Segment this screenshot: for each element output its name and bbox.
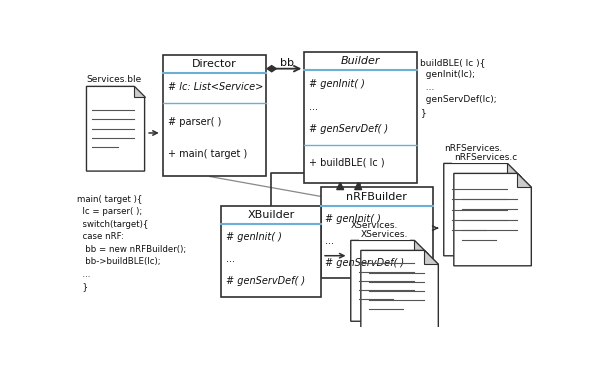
Polygon shape <box>508 163 522 177</box>
Text: # genServDef( ): # genServDef( ) <box>325 258 404 268</box>
Text: + main( target ): + main( target ) <box>168 149 247 159</box>
Bar <box>304 52 417 183</box>
Text: # genServDef( ): # genServDef( ) <box>309 124 388 134</box>
Text: Builder: Builder <box>341 56 380 66</box>
Text: ...: ... <box>325 236 334 246</box>
Text: Services.ble: Services.ble <box>87 75 142 84</box>
Text: XServices.: XServices. <box>351 221 398 230</box>
Polygon shape <box>424 250 439 264</box>
Bar <box>221 206 321 297</box>
Text: ...: ... <box>226 254 235 264</box>
Text: nRFServices.: nRFServices. <box>443 143 502 153</box>
Text: XBuilder: XBuilder <box>247 210 295 220</box>
Text: # genServDef( ): # genServDef( ) <box>226 276 305 286</box>
Text: + buildBLE( lc ): + buildBLE( lc ) <box>309 157 385 167</box>
Polygon shape <box>355 183 362 190</box>
Text: nRFBuilder: nRFBuilder <box>346 192 407 201</box>
Text: bb: bb <box>280 58 294 68</box>
Text: main( target ){
  lc = parser( );
  switch(target){
  case nRF:
   bb = new nRFB: main( target ){ lc = parser( ); switch(t… <box>77 195 186 291</box>
Bar <box>163 55 266 177</box>
Text: XServices.: XServices. <box>361 230 408 239</box>
Polygon shape <box>517 173 531 187</box>
Text: # genInit( ): # genInit( ) <box>226 232 282 242</box>
Text: nRFServices.c: nRFServices.c <box>454 153 517 162</box>
Polygon shape <box>87 86 145 171</box>
Polygon shape <box>443 163 522 256</box>
Text: buildBLE( lc ){
  genInit(lc);
  ...
  genServDef(lc);
}: buildBLE( lc ){ genInit(lc); ... genServ… <box>420 58 497 117</box>
Polygon shape <box>454 173 531 266</box>
Polygon shape <box>414 240 428 254</box>
Text: # parser( ): # parser( ) <box>168 117 221 127</box>
Polygon shape <box>337 183 344 190</box>
Polygon shape <box>267 66 276 72</box>
Polygon shape <box>134 86 145 97</box>
Bar <box>321 187 433 278</box>
Text: # genInit( ): # genInit( ) <box>325 214 381 224</box>
Polygon shape <box>361 250 439 331</box>
Polygon shape <box>351 240 428 321</box>
Text: ...: ... <box>309 102 318 112</box>
Text: Director: Director <box>192 59 237 69</box>
Text: # genInit( ): # genInit( ) <box>309 79 365 89</box>
Text: # lc: List<Service>: # lc: List<Service> <box>168 82 263 92</box>
